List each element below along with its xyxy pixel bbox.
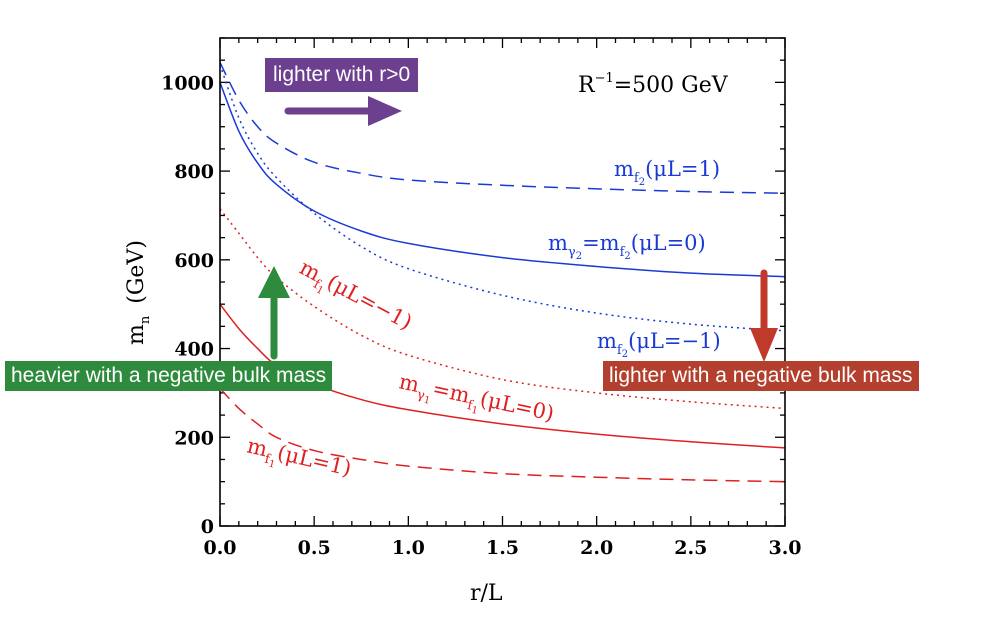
- x-tick-label: 1.5: [486, 537, 519, 559]
- curve-label-f1-mu-minus1: mf1(μL=−1): [292, 255, 416, 340]
- series-line-4: [220, 303, 785, 449]
- y-tick-label: 1000: [161, 72, 214, 94]
- purple-arrow-right: [284, 96, 402, 126]
- annotation-lighter-r-positive: lighter with r>0: [265, 58, 419, 93]
- series-line-1: [220, 82, 785, 278]
- x-tick-label: 3.0: [768, 537, 801, 559]
- inset-label: R−1=500 GeV: [578, 71, 729, 98]
- y-axis-label-unit: (GeV): [124, 240, 149, 304]
- y-tick-label: 0: [201, 516, 214, 538]
- x-axis-label: r/L: [470, 581, 503, 606]
- y-tick-labels: 0 200 400 600 800 1000: [161, 72, 214, 538]
- y-tick-label: 800: [174, 161, 214, 183]
- curve-label-gamma2-f2-mu0: mγ2=mf2(μL=0): [548, 231, 706, 262]
- curve-label-f1-mu1: mf1(μL=1): [243, 433, 354, 487]
- y-axis-label-main: m: [124, 324, 149, 345]
- curve-label-f2-mu1: mf2(μL=1): [614, 157, 720, 188]
- x-tick-label: 0.5: [298, 537, 331, 559]
- x-tick-label: 1.0: [392, 537, 425, 559]
- annotation-lighter-negative-bulk: lighter with a negative bulk mass: [603, 361, 919, 392]
- x-tick-labels: 0.0 0.5 1.0 1.5 2.0 2.5 3.0: [203, 537, 801, 559]
- green-arrow-up: [258, 266, 290, 360]
- curve-label-f2-mu-minus1: mf2(μL=−1): [597, 329, 721, 360]
- x-tick-label: 2.5: [674, 537, 707, 559]
- y-axis-label-sub: n: [138, 315, 153, 324]
- svg-text:mf1(μL=1): mf1(μL=1): [243, 433, 353, 487]
- x-tick-label: 0.0: [203, 537, 236, 559]
- x-tick-label: 2.0: [580, 537, 613, 559]
- y-tick-label: 400: [174, 339, 214, 361]
- svg-text:mf1(μL=−1): mf1(μL=−1): [292, 255, 416, 340]
- series-line-2: [220, 64, 785, 332]
- y-tick-label: 600: [174, 250, 214, 272]
- annotation-heavier-negative-bulk: heavier with a negative bulk mass: [5, 361, 333, 392]
- y-axis-label: mn (GeV): [124, 240, 153, 345]
- series-line-5: [220, 387, 785, 483]
- y-tick-label: 200: [174, 427, 214, 449]
- curve-label-gamma1-f1-mu0: mγ1=mf1(μL=0): [396, 369, 557, 432]
- series-group: [220, 62, 785, 483]
- svg-text:mn(GeV): mn (GeV): [124, 240, 153, 345]
- series-line-0: [220, 62, 785, 195]
- plot-frame: [219, 37, 786, 527]
- svg-text:mγ1=mf1(μL=0): mγ1=mf1(μL=0): [396, 369, 557, 432]
- red-arrow-down: [750, 269, 778, 362]
